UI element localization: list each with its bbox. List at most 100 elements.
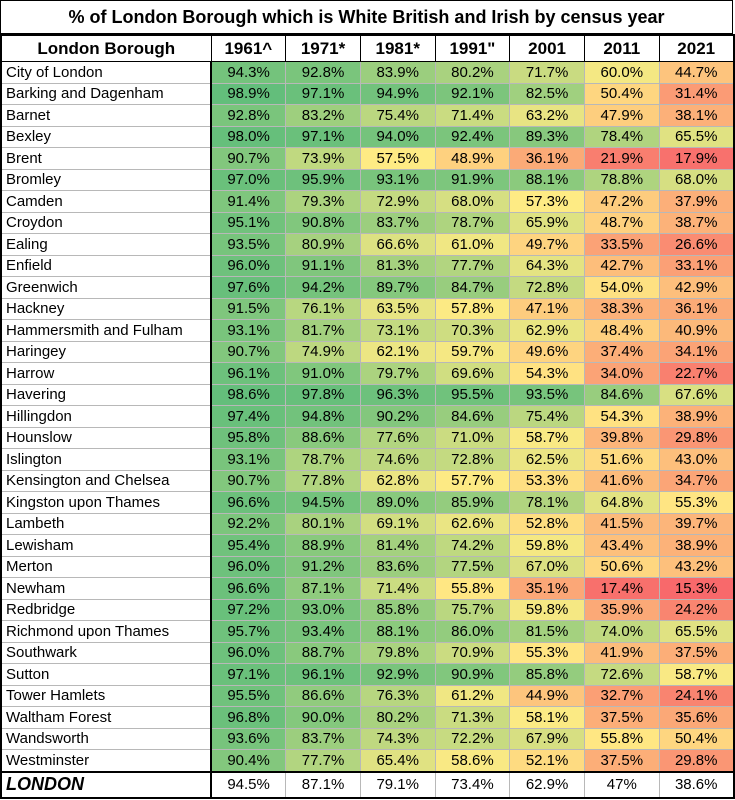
value-cell: 81.5%: [509, 620, 585, 643]
value-cell: 47.2%: [583, 190, 660, 213]
value-cell: 36.1%: [658, 297, 735, 320]
borough-name: City of London: [0, 61, 212, 84]
value-cell: 78.4%: [583, 125, 660, 148]
value-cell: 97.1%: [210, 663, 287, 686]
value-cell: 42.9%: [658, 276, 735, 299]
value-cell: 95.8%: [210, 426, 287, 449]
table-row: Merton 96.0% 91.2% 83.6% 77.5% 67.0% 50.6% 43.2…: [0, 555, 735, 578]
value-cell: 24.1%: [658, 684, 735, 707]
borough-name: Newham: [0, 577, 212, 600]
value-cell: 59.8%: [509, 534, 585, 557]
value-cell: 70.3%: [434, 319, 511, 342]
value-cell: 41.5%: [583, 512, 660, 535]
value-cell: 90.0%: [285, 706, 361, 729]
value-cell: 75.4%: [359, 104, 436, 127]
borough-name: LONDON: [0, 770, 212, 798]
value-cell: 35.1%: [509, 577, 585, 600]
table-row: Harrow 96.1% 91.0% 79.7% 69.6% 54.3% 34.0% 22.7…: [0, 362, 735, 385]
value-cell: 88.1%: [509, 168, 585, 191]
value-cell: 81.7%: [285, 319, 361, 342]
value-cell: 36.1%: [509, 147, 585, 170]
table-row: Enfield 96.0% 91.1% 81.3% 77.7% 64.3% 42.7% 33.…: [0, 254, 735, 277]
value-cell: 38.7%: [658, 211, 735, 234]
table-row: Lewisham 95.4% 88.9% 81.4% 74.2% 59.8% 43.4% 38…: [0, 534, 735, 557]
value-cell: 94.5%: [285, 491, 361, 514]
table-row: Kensington and Chelsea 90.7% 77.8% 62.8% 57.…: [0, 469, 735, 492]
value-cell: 97.1%: [285, 125, 361, 148]
value-cell: 38.9%: [658, 534, 735, 557]
value-cell: 65.9%: [509, 211, 585, 234]
value-cell: 92.1%: [434, 82, 511, 105]
value-cell: 67.6%: [658, 383, 735, 406]
table-row: Bexley 98.0% 97.1% 94.0% 92.4% 89.3% 78.4% 65.5…: [0, 125, 735, 148]
borough-name: Bromley: [0, 168, 212, 191]
borough-name: Hounslow: [0, 426, 212, 449]
value-cell: 44.7%: [658, 61, 735, 84]
value-cell: 43.4%: [583, 534, 660, 557]
value-cell: 72.6%: [583, 663, 660, 686]
value-cell: 84.6%: [434, 405, 511, 428]
value-cell: 37.5%: [583, 749, 660, 772]
borough-name: Sutton: [0, 663, 212, 686]
value-cell: 54.3%: [583, 405, 660, 428]
value-cell: 97.1%: [285, 82, 361, 105]
chart-title: % of London Borough which is White Briti…: [0, 0, 733, 34]
value-cell: 21.9%: [583, 147, 660, 170]
value-cell: 57.7%: [434, 469, 511, 492]
value-cell: 83.7%: [285, 727, 361, 750]
value-cell: 57.5%: [359, 147, 436, 170]
borough-name: Haringey: [0, 340, 212, 363]
value-cell: 98.0%: [210, 125, 287, 148]
borough-name: Harrow: [0, 362, 212, 385]
value-cell: 38.9%: [658, 405, 735, 428]
value-cell: 96.1%: [210, 362, 287, 385]
value-cell: 91.0%: [285, 362, 361, 385]
value-cell: 26.6%: [658, 233, 735, 256]
value-cell: 50.4%: [583, 82, 660, 105]
value-cell: 78.8%: [583, 168, 660, 191]
value-cell: 52.8%: [509, 512, 585, 535]
value-cell: 90.7%: [210, 469, 287, 492]
value-cell: 58.7%: [658, 663, 735, 686]
borough-name: Kingston upon Thames: [0, 491, 212, 514]
value-cell: 77.8%: [285, 469, 361, 492]
borough-name: Enfield: [0, 254, 212, 277]
value-cell: 37.4%: [583, 340, 660, 363]
value-cell: 71.7%: [509, 61, 585, 84]
value-cell: 47%: [583, 770, 660, 798]
value-cell: 97.2%: [210, 598, 287, 621]
value-cell: 52.1%: [509, 749, 585, 772]
value-cell: 92.8%: [210, 104, 287, 127]
borough-name: Hackney: [0, 297, 212, 320]
table-row: Lambeth 92.2% 80.1% 69.1% 62.6% 52.8% 41.5% 39.…: [0, 512, 735, 535]
value-cell: 49.7%: [509, 233, 585, 256]
value-cell: 44.9%: [509, 684, 585, 707]
value-cell: 74.3%: [359, 727, 436, 750]
value-cell: 96.3%: [359, 383, 436, 406]
value-cell: 73.4%: [434, 770, 511, 798]
value-cell: 68.0%: [434, 190, 511, 213]
column-header: 2011: [583, 34, 660, 62]
table-row: Greenwich 97.6% 94.2% 89.7% 84.7% 72.8% 54.0% 4…: [0, 276, 735, 299]
value-cell: 84.6%: [583, 383, 660, 406]
value-cell: 34.7%: [658, 469, 735, 492]
value-cell: 63.2%: [509, 104, 585, 127]
value-cell: 62.9%: [509, 770, 585, 798]
borough-name: Lewisham: [0, 534, 212, 557]
value-cell: 34.0%: [583, 362, 660, 385]
value-cell: 88.1%: [359, 620, 436, 643]
value-cell: 37.5%: [583, 706, 660, 729]
value-cell: 98.6%: [210, 383, 287, 406]
value-cell: 81.3%: [359, 254, 436, 277]
value-cell: 93.5%: [210, 233, 287, 256]
value-cell: 73.1%: [359, 319, 436, 342]
value-cell: 37.5%: [658, 641, 735, 664]
value-cell: 87.1%: [285, 577, 361, 600]
value-cell: 92.8%: [285, 61, 361, 84]
value-cell: 55.3%: [509, 641, 585, 664]
value-cell: 90.9%: [434, 663, 511, 686]
value-cell: 87.1%: [285, 770, 361, 798]
value-cell: 39.7%: [658, 512, 735, 535]
value-cell: 53.3%: [509, 469, 585, 492]
